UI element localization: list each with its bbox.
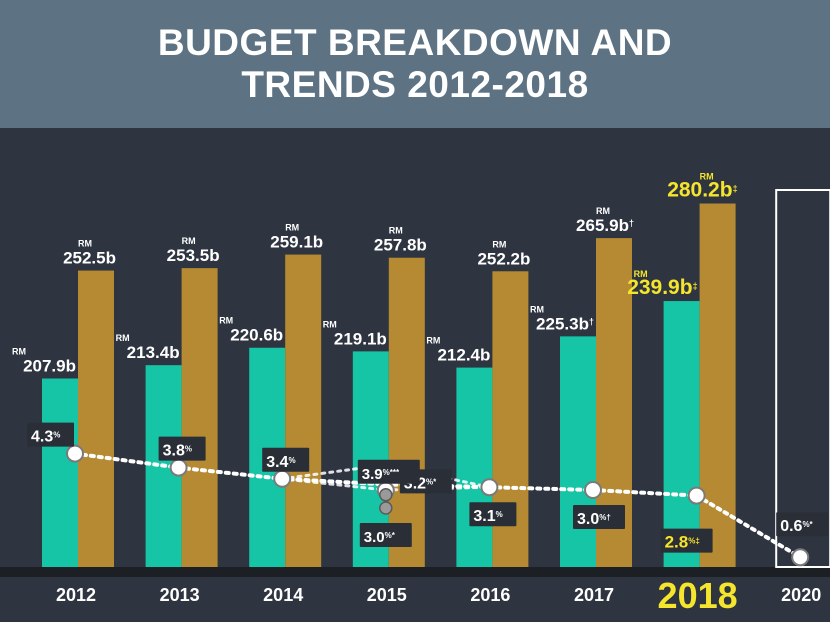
value-label-gold-2012: 252.5b bbox=[63, 249, 116, 268]
rm-prefix-teal-2012: RM bbox=[12, 346, 26, 356]
rate-label-2013: 3.8% bbox=[163, 443, 192, 460]
title-banner: BUDGET BREAKDOWN AND TRENDS 2012-2018 bbox=[0, 0, 830, 128]
x-tick-2015: 2015 bbox=[367, 585, 407, 605]
value-label-teal-2012: 207.9b bbox=[23, 356, 76, 375]
rm-prefix-teal-2016: RM bbox=[426, 336, 440, 346]
rm-prefix-teal-2013: RM bbox=[116, 333, 130, 343]
value-label-gold-2015: 257.8b bbox=[374, 236, 427, 255]
rate-label-2018-box bbox=[660, 528, 713, 553]
rm-prefix-gold-2012: RM bbox=[78, 239, 92, 249]
x-tick-2018: 2018 bbox=[658, 575, 738, 616]
value-label-teal-2015: 219.1b bbox=[334, 329, 387, 348]
bar-gold-2012 bbox=[78, 270, 114, 567]
rm-prefix-teal-2015: RM bbox=[323, 319, 337, 329]
value-label-gold-2013: 253.5b bbox=[167, 246, 220, 265]
x-tick-2014: 2014 bbox=[263, 585, 303, 605]
bar-teal-2016 bbox=[456, 367, 493, 567]
value-label-gold-2017: 265.9b† bbox=[576, 216, 634, 235]
rm-prefix-teal-2017: RM bbox=[530, 304, 544, 314]
rate-label-2016-box bbox=[469, 502, 517, 527]
bar-gold-2015 bbox=[388, 257, 425, 567]
rate-point-2013 bbox=[169, 458, 188, 477]
title-line-1: BUDGET BREAKDOWN AND bbox=[157, 22, 673, 63]
rate-label-2016: 3.1% bbox=[473, 508, 502, 525]
rate-label-2012-box bbox=[27, 422, 74, 447]
rate-point-2014 bbox=[273, 469, 292, 488]
value-label-teal-2017: 225.3b† bbox=[536, 314, 594, 333]
rate-alt-point-0 bbox=[379, 488, 393, 502]
rate-point-2016 bbox=[480, 478, 499, 497]
baseline bbox=[0, 567, 830, 577]
bar-gold-2018 bbox=[699, 203, 736, 568]
value-label-teal-2014: 220.6b bbox=[230, 326, 283, 345]
bar-teal-2012 bbox=[42, 378, 78, 567]
x-tick-2012: 2012 bbox=[56, 585, 96, 605]
title-line-2: TRENDS 2012-2018 bbox=[241, 64, 589, 105]
chart-title: BUDGET BREAKDOWN AND TRENDS 2012-2018 bbox=[0, 22, 830, 106]
rate-alt-point-1 bbox=[379, 501, 393, 515]
value-label-teal-2013: 213.4b bbox=[127, 343, 180, 362]
rate-label-2013-box bbox=[158, 436, 206, 461]
rate-point-2018 bbox=[687, 486, 706, 505]
rm-prefix-gold-2017: RM bbox=[596, 206, 610, 216]
rm-prefix-gold-2016: RM bbox=[492, 239, 506, 249]
rate-point-2017 bbox=[584, 481, 602, 499]
value-label-teal-2018: 239.9b‡ bbox=[627, 276, 697, 299]
rm-prefix-gold-2013: RM bbox=[182, 236, 196, 246]
rate-point-2020 bbox=[791, 548, 810, 567]
x-tick-2017: 2017 bbox=[574, 585, 614, 605]
rate-label-2014-box bbox=[262, 447, 310, 472]
placeholder-2020-frame bbox=[775, 189, 830, 568]
rate-label-2017-box bbox=[573, 505, 625, 529]
rm-prefix-teal-2018: RM bbox=[634, 269, 648, 279]
value-label-gold-2014: 259.1b bbox=[270, 233, 323, 252]
rate-alt-label-0-box bbox=[357, 459, 420, 484]
value-label-gold-2016: 252.2b bbox=[477, 249, 530, 268]
bar-gold-2013 bbox=[181, 268, 218, 567]
bar-teal-2018 bbox=[663, 301, 700, 567]
rate-point-2012 bbox=[66, 444, 84, 463]
rm-prefix-gold-2014: RM bbox=[285, 223, 299, 233]
rate-label-2014: 3.4% bbox=[266, 454, 295, 471]
x-tick-2013: 2013 bbox=[160, 585, 200, 605]
rate-alt-label-1-box bbox=[359, 523, 412, 547]
x-tick-2020: 2020 bbox=[781, 585, 821, 605]
rm-prefix-gold-2018: RM bbox=[700, 172, 714, 182]
x-tick-2016: 2016 bbox=[470, 585, 510, 605]
value-label-teal-2016: 212.4b bbox=[437, 346, 490, 365]
bar-teal-2017 bbox=[560, 336, 596, 567]
rate-label-2020-box bbox=[776, 512, 829, 537]
value-label-gold-2018: 280.2b‡ bbox=[667, 179, 737, 202]
rm-prefix-teal-2014: RM bbox=[219, 316, 233, 326]
bar-gold-2014 bbox=[285, 254, 322, 567]
rm-prefix-gold-2015: RM bbox=[389, 226, 403, 236]
rate-label-2012: 4.3% bbox=[31, 429, 60, 446]
